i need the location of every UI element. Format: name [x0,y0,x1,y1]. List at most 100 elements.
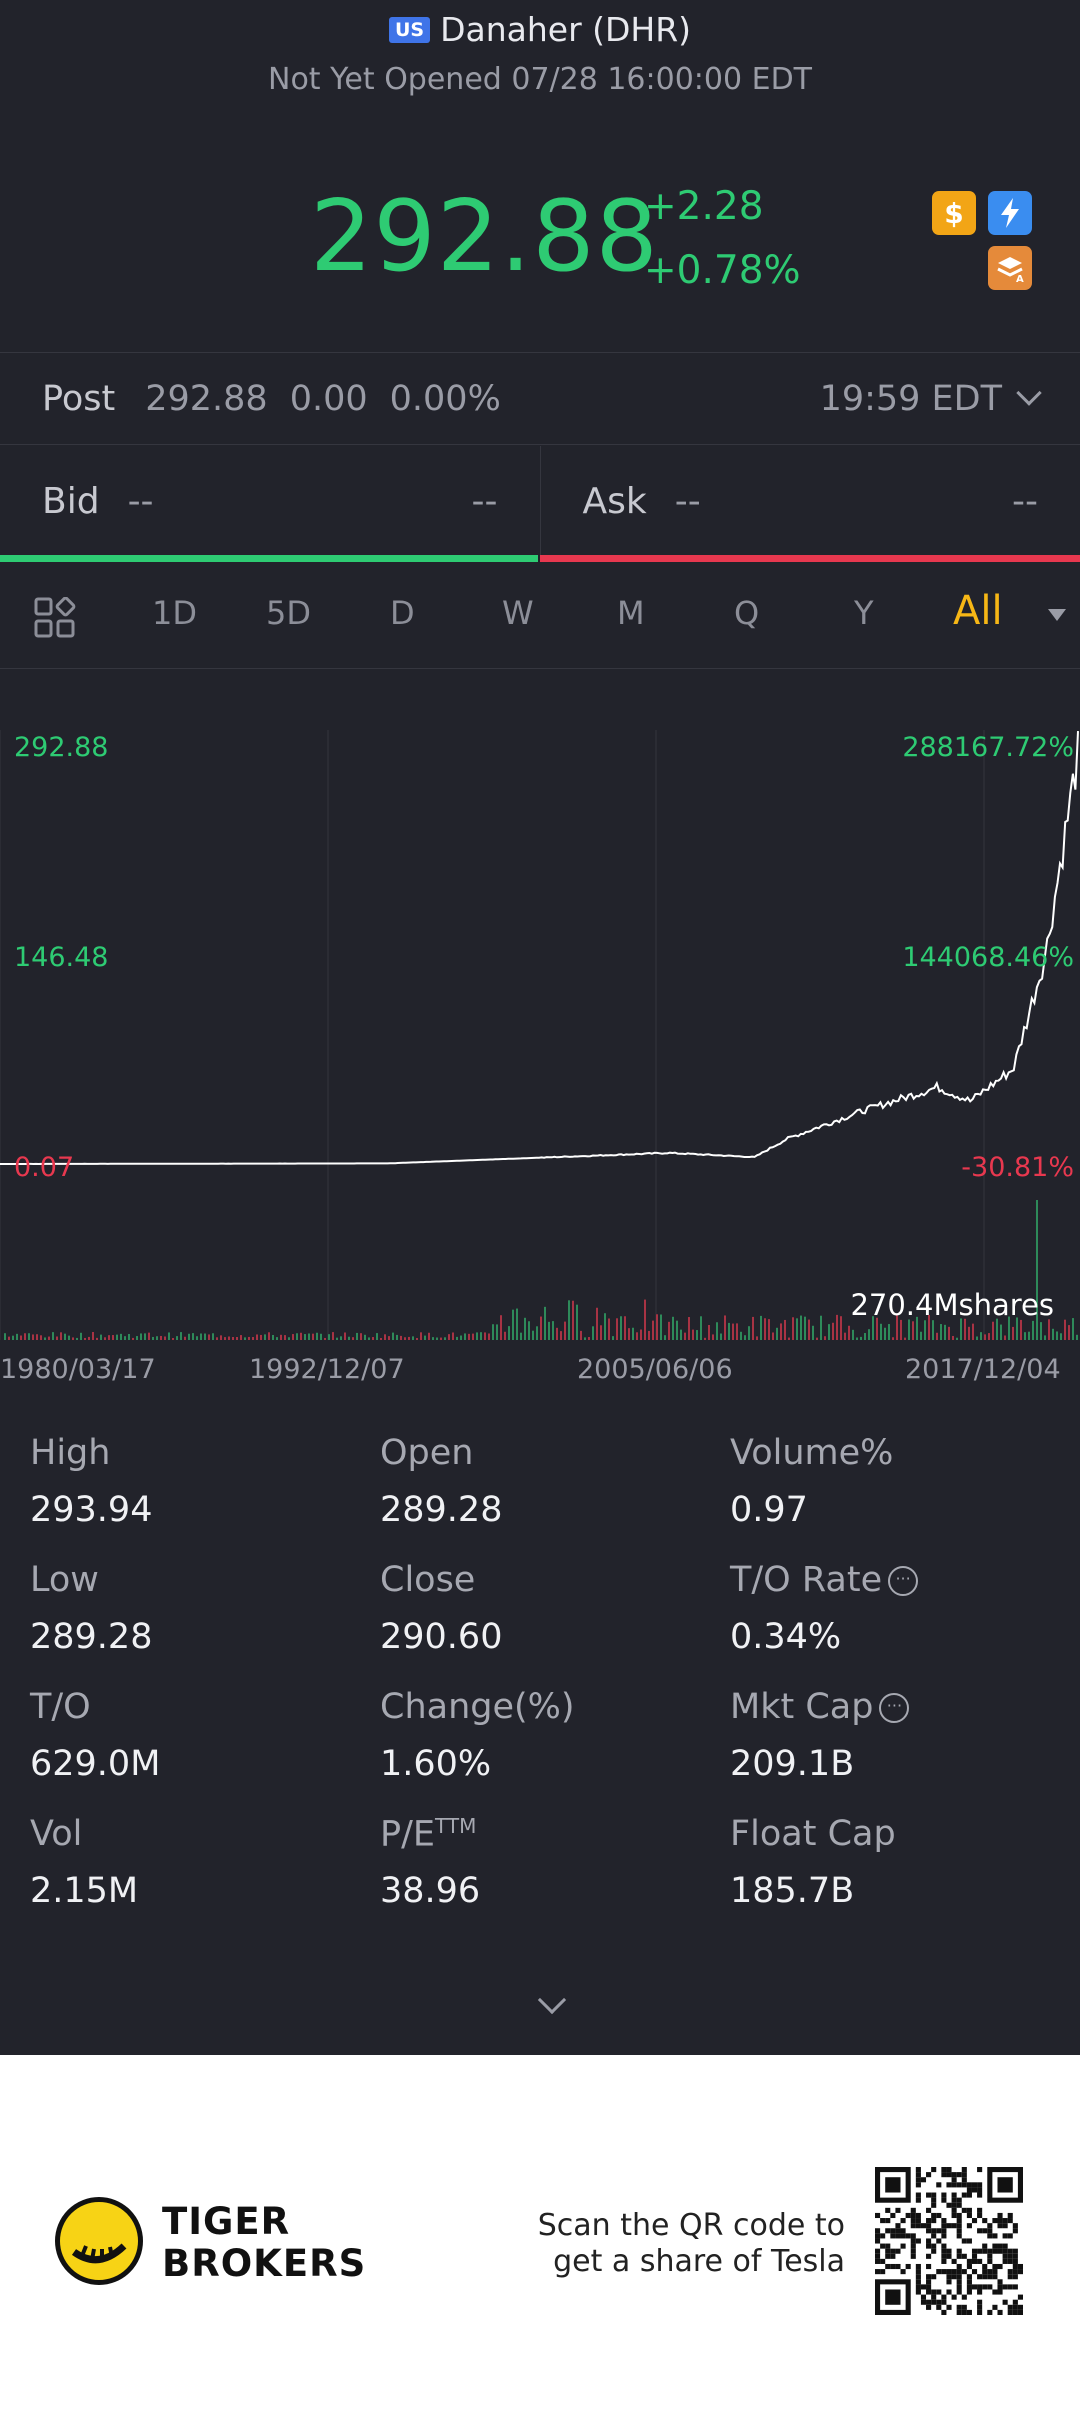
dollar-icon[interactable]: $ [932,191,976,235]
market-status: Not Yet Opened 07/28 16:00:00 EDT [268,62,812,97]
post-time: 19:59 EDT [819,379,1002,419]
stat-label: High [30,1433,111,1473]
more-info-icon[interactable]: ··· [888,1566,919,1596]
chevron-down-icon[interactable] [1016,380,1042,406]
qr-module [982,2269,988,2275]
qr-module [971,2253,978,2259]
volume-bar [716,1322,718,1340]
volume-bar [624,1316,626,1340]
volume-bar [612,1336,614,1340]
qr-module [987,2274,993,2280]
volume-bar [224,1337,226,1340]
volume-bar [988,1333,990,1340]
tab-m[interactable]: M [617,594,645,632]
post-price: 292.88 [145,379,268,419]
qr-module [936,2299,942,2305]
qr-module [910,2253,916,2259]
qr-module [941,2243,947,2249]
qr-module [915,2197,921,2203]
stat-label-with-info: T/O Rate ··· [730,1560,919,1600]
volume-bar [700,1316,702,1340]
qr-module [875,2228,881,2234]
qr-module [926,2304,932,2310]
volume-bar [956,1337,958,1340]
tab-w[interactable]: W [502,594,534,632]
qr-module [895,2233,901,2239]
qr-module [956,2202,962,2208]
price-chart[interactable]: 292.88 146.48 0.07 288167.72% 144068.46%… [0,690,1080,1390]
qr-code-icon[interactable] [875,2167,1023,2315]
qr-module [977,2289,983,2295]
layers-icon[interactable]: A [988,246,1032,290]
volume-bar [464,1333,466,1340]
volume-bar [68,1335,70,1340]
qr-module [936,2182,942,2188]
qr-module [977,2309,983,2315]
volume-bar [388,1336,390,1340]
qr-module [1012,2269,1018,2275]
chart-layout-icon[interactable] [34,597,76,639]
tab-all[interactable]: All [953,588,1003,634]
qr-module [977,2299,983,2305]
x-label-date: 2005/06/06 [577,1354,733,1385]
period-dropdown-caret-icon[interactable] [1048,609,1066,621]
qr-module [885,2177,901,2193]
brand-name-line2: BROKERS [162,2242,367,2285]
volume-bar [960,1318,962,1340]
qr-module [1017,2263,1023,2270]
qr-module [931,2197,937,2203]
qr-module [936,2269,942,2275]
qr-module [890,2233,896,2239]
qr-module [1007,2253,1013,2259]
volume-bar [656,1314,658,1340]
tab-1d[interactable]: 1D [152,594,197,632]
qr-module [956,2223,962,2229]
volume-bar [88,1336,90,1340]
stat-label-pe: P/ETTM [380,1814,476,1855]
volume-bar [780,1323,782,1340]
qr-module [926,2192,932,2198]
qr-module [997,2284,1003,2290]
volume-bar [524,1317,526,1340]
qr-module [926,2253,932,2259]
x-label-date: 2017/12/04 [905,1354,1061,1385]
volume-bar [48,1336,50,1340]
volume-bar [364,1334,366,1340]
volume-bar [472,1333,474,1340]
qr-module [946,2269,952,2275]
volume-bar [708,1324,710,1340]
qr-module [936,2212,942,2219]
volume-bar [308,1333,310,1340]
period-tabs: 1D 5D D W M Q Y All [0,572,1080,667]
bolt-icon[interactable] [988,191,1032,235]
qr-module [982,2263,988,2270]
qr-module [926,2223,932,2229]
bid-label: Bid [42,480,100,522]
ask-strength-bar [540,555,1080,562]
qr-module [1012,2309,1018,2315]
volume-bar [924,1320,926,1340]
volume-bar [1004,1335,1006,1340]
volume-bar [176,1336,178,1340]
volume-bar [964,1318,966,1340]
stat-value: 0.97 [730,1490,808,1530]
more-info-icon[interactable]: ··· [879,1693,910,1723]
x-label-date: 1992/12/07 [249,1354,405,1385]
svg-text:A: A [1016,274,1024,283]
tab-y[interactable]: Y [854,594,874,632]
tab-d[interactable]: D [390,594,415,632]
qr-module [956,2212,962,2219]
qr-module [951,2223,957,2229]
tab-q[interactable]: Q [734,594,760,632]
qr-module [987,2228,993,2234]
expand-chevron-icon[interactable] [537,1985,567,2015]
volume-bar [608,1318,610,1340]
stat-value: 289.28 [30,1617,153,1657]
tab-5d[interactable]: 5D [266,594,311,632]
volume-bar [1020,1319,1022,1340]
qr-module [941,2294,947,2300]
chart-svg [0,730,1079,1340]
volume-bar [280,1334,282,1340]
post-market-row[interactable]: Post 292.88 0.00 0.00% 19:59 EDT [0,354,1080,444]
volume-bar [1060,1333,1062,1340]
